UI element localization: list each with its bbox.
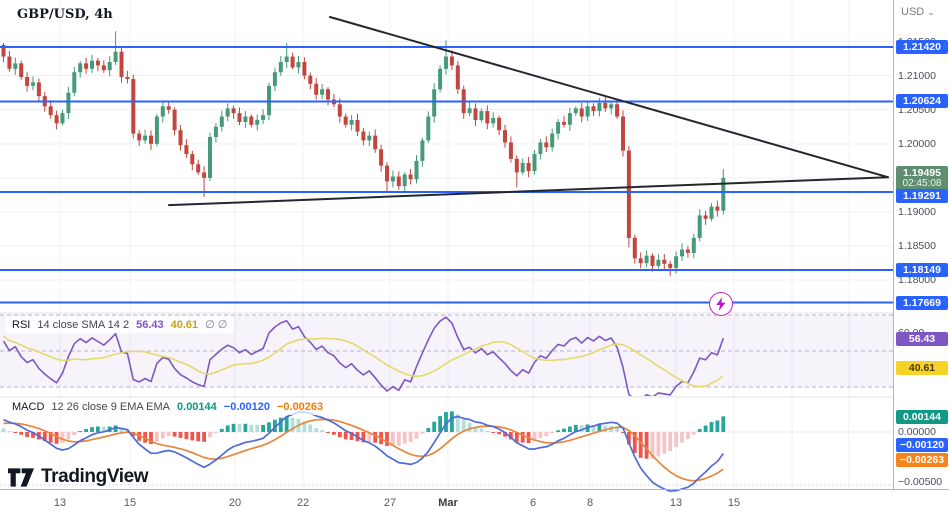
time-axis-label: 22 xyxy=(296,497,310,509)
macd-tick: 0.00000 xyxy=(898,426,936,438)
macd-hist-value: 0.00144 xyxy=(177,401,217,413)
time-axis-label: 6 xyxy=(529,497,537,509)
current-price-badge: 1.19495 02:45:08 xyxy=(896,166,948,192)
macd-params: 12 26 close 9 EMA EMA xyxy=(51,401,171,413)
currency-label: USD xyxy=(901,6,925,18)
tradingview-brand-text: TradingView xyxy=(41,466,149,487)
rsi-indicator-legend[interactable]: RSI 14 close SMA 14 2 56.43 40.61 ∅ ∅ xyxy=(5,316,235,333)
rsi-params: 14 close SMA 14 2 xyxy=(37,318,130,331)
macd-value-badge: −0.00120 xyxy=(896,437,948,452)
tradingview-mark-icon xyxy=(8,467,34,487)
trendlines[interactable] xyxy=(168,16,889,207)
time-axis[interactable]: 13 15 20 22 27 Mar 6 8 13 15 xyxy=(0,489,949,517)
price-level-badge: 1.17669 xyxy=(896,295,948,310)
lightning-bolt-icon xyxy=(716,296,726,311)
macd-indicator-legend[interactable]: MACD 12 26 close 9 EMA EMA 0.00144 −0.00… xyxy=(5,399,331,415)
support-resistance-lines[interactable] xyxy=(0,46,893,304)
macd-value-badge: 0.00144 xyxy=(896,409,948,424)
rsi-value: 56.43 xyxy=(136,318,164,331)
macd-name: MACD xyxy=(12,401,45,413)
macd-signal-value: −0.00263 xyxy=(276,401,324,413)
chevron-down-icon: ⌄ xyxy=(927,6,935,17)
price-tick: 1.19000 xyxy=(898,205,936,218)
rsi-name: RSI xyxy=(12,318,31,331)
price-level-badge: 1.21420 xyxy=(896,40,948,54)
price-level-badge: 1.18149 xyxy=(896,263,948,278)
price-tick: 1.21000 xyxy=(898,69,936,82)
candlesticks xyxy=(1,31,726,277)
price-tick: 1.20000 xyxy=(898,137,936,150)
time-axis-label: 13 xyxy=(669,497,683,509)
time-axis-label: Mar xyxy=(438,497,458,509)
rsi-extra-values: ∅ ∅ xyxy=(205,319,228,331)
time-axis-label: 13 xyxy=(53,497,67,509)
time-axis-label: 27 xyxy=(383,497,397,509)
time-axis-label: 20 xyxy=(228,497,242,509)
tradingview-logo[interactable]: TradingView xyxy=(8,466,149,488)
price-tick: 1.18000 xyxy=(898,274,936,287)
time-axis-label: 8 xyxy=(586,497,594,509)
time-axis-label: 15 xyxy=(123,497,137,509)
macd-line-value: −0.00120 xyxy=(223,401,270,413)
price-axis[interactable]: 1.215001.210001.205001.200001.190001.185… xyxy=(893,0,949,489)
rsi-value-badge: 56.43 xyxy=(896,332,948,347)
currency-selector[interactable]: USD ⌄ xyxy=(901,6,935,18)
macd-histogram xyxy=(1,411,726,459)
symbol-title[interactable]: GBP/USD, 4h xyxy=(17,7,113,22)
macd-tick: −0.00500 xyxy=(898,476,943,488)
rsi-value-badge: 40.61 xyxy=(896,360,948,375)
price-level-badge: 1.20624 xyxy=(896,94,948,109)
time-axis-label: 15 xyxy=(727,497,741,509)
alert-lightning-icon[interactable] xyxy=(709,291,733,316)
price-level-badge: 1.19291 xyxy=(896,189,948,204)
price-tick: 1.18500 xyxy=(898,240,936,253)
rsi-sma-value: 40.61 xyxy=(170,318,199,331)
macd-value-badge: −0.00263 xyxy=(896,452,948,467)
